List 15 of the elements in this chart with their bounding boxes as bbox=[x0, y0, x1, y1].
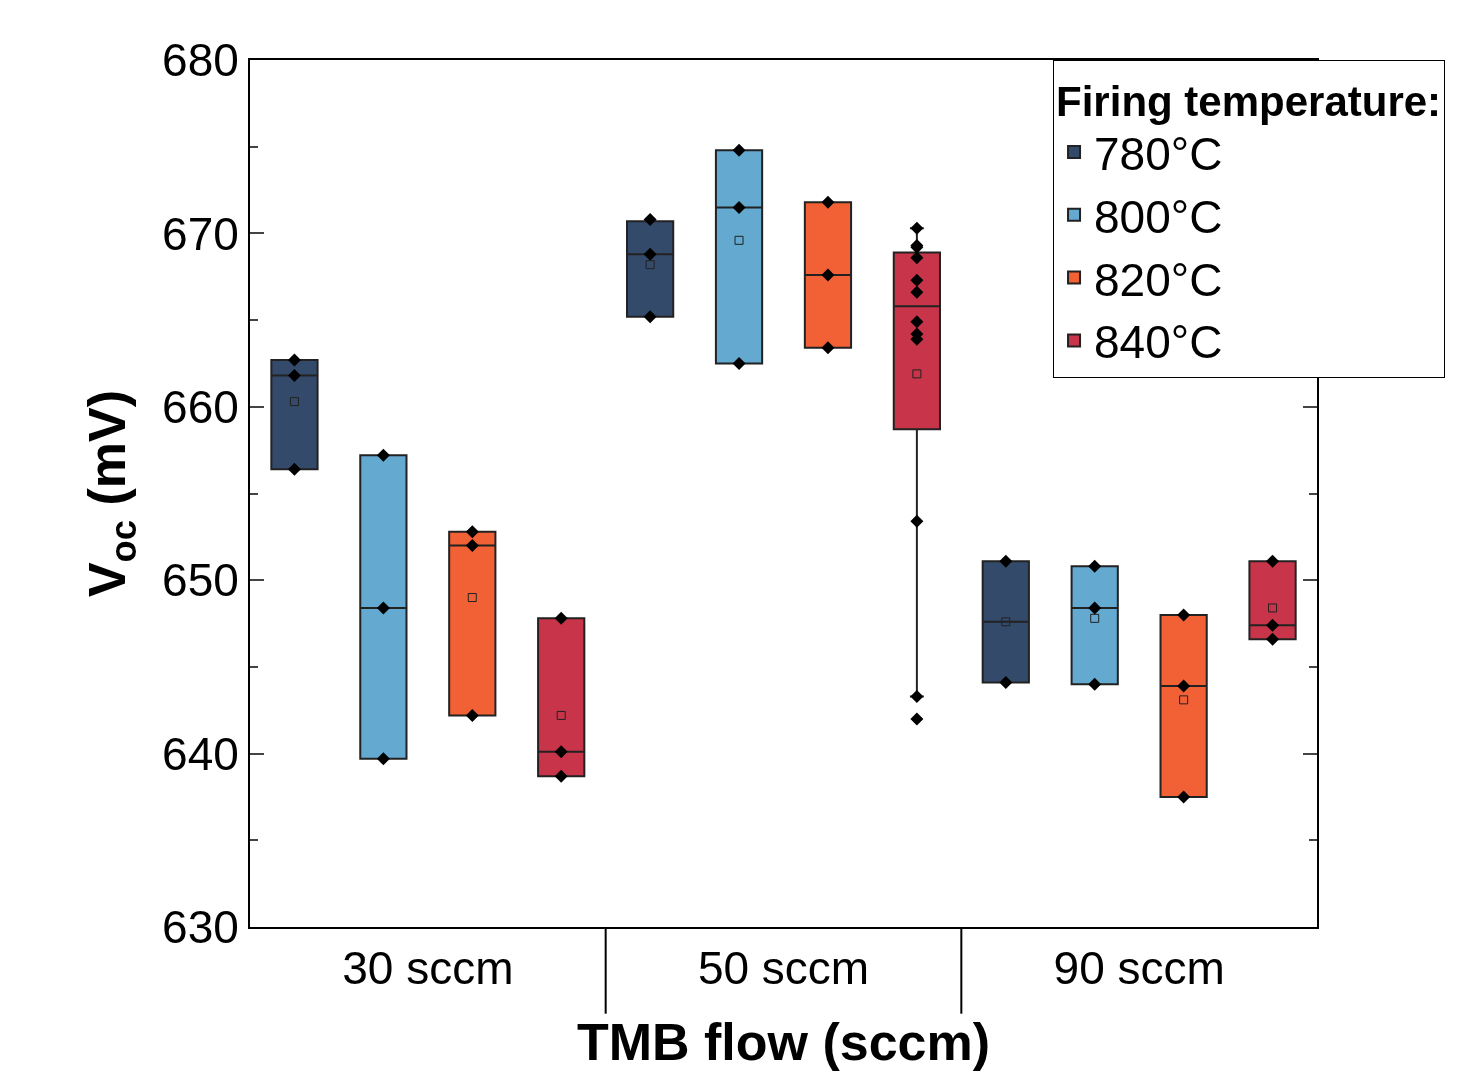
legend-label: 820°C bbox=[1094, 253, 1223, 306]
y-tick-label: 670 bbox=[162, 207, 239, 260]
y-tick-label: 640 bbox=[162, 727, 239, 780]
x-axis-title: TMB flow (sccm) bbox=[576, 1012, 991, 1071]
y-tick-label: 630 bbox=[162, 901, 239, 954]
y-tick-label: 680 bbox=[162, 34, 239, 87]
legend-label: 840°C bbox=[1094, 316, 1223, 369]
legend-title: Firing temperature: bbox=[1056, 77, 1442, 125]
legend-label: 800°C bbox=[1094, 190, 1223, 243]
x-tick-label: 30 sccm bbox=[342, 942, 514, 995]
legend-label: 780°C bbox=[1094, 127, 1223, 180]
y-tick-label: 650 bbox=[162, 554, 239, 607]
y-tick-label: 660 bbox=[162, 380, 239, 433]
x-tick-label: 50 sccm bbox=[697, 942, 870, 995]
x-tick-label: 90 sccm bbox=[1053, 942, 1225, 995]
